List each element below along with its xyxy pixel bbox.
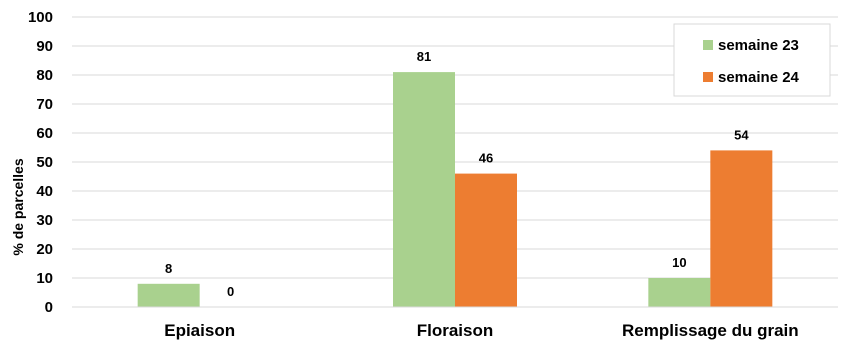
data-label: 54 (734, 127, 749, 142)
legend-label-semaine-23: semaine 23 (718, 37, 799, 54)
y-tick-label: 70 (36, 96, 53, 113)
data-label: 0 (227, 284, 234, 299)
y-tick-label: 40 (36, 183, 53, 200)
x-category-label: Floraison (417, 321, 494, 340)
y-tick-label: 80 (36, 67, 53, 84)
y-tick-label: 50 (36, 154, 53, 171)
data-label: 46 (479, 151, 493, 166)
bar (393, 72, 455, 307)
legend-label-semaine-24: semaine 24 (718, 69, 800, 86)
bar (137, 283, 200, 307)
x-category-label: Remplissage du grain (622, 321, 799, 340)
data-label: 81 (417, 49, 431, 64)
legend-swatch-semaine-23 (703, 40, 713, 50)
bar (455, 173, 517, 307)
data-labels: 8 0 81 46 10 54 (165, 49, 749, 299)
data-label: 8 (165, 261, 172, 276)
y-axis-label: % de parcelles (10, 158, 26, 255)
bar (648, 278, 711, 307)
category-labels: Epiaison Floraison Remplissage du grain (164, 321, 798, 340)
data-label: 10 (672, 255, 686, 270)
y-tick-label: 20 (36, 241, 53, 258)
y-tick-label: 90 (36, 38, 53, 55)
y-tick-label: 30 (36, 212, 53, 229)
legend-swatch-semaine-24 (703, 72, 713, 82)
legend-box (673, 23, 831, 97)
bar (710, 150, 773, 307)
bars (137, 72, 773, 307)
y-axis-ticks: 0 10 20 30 40 50 60 70 80 90 100 (28, 9, 53, 316)
legend: semaine 23 semaine 24 (673, 23, 831, 97)
y-tick-label: 10 (36, 270, 53, 287)
y-tick-label: 0 (45, 299, 53, 316)
y-tick-label: 60 (36, 125, 53, 142)
y-tick-label: 100 (28, 9, 53, 26)
x-category-label: Epiaison (164, 321, 235, 340)
